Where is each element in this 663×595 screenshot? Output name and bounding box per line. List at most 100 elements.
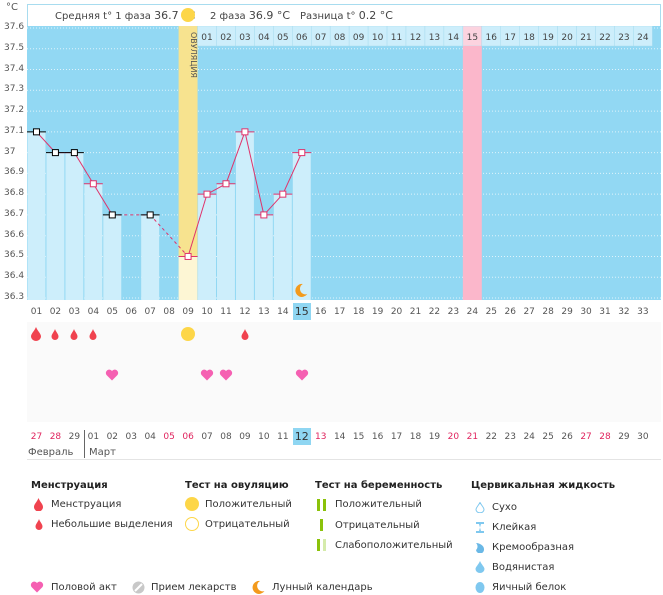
calendar-date[interactable]: 28	[49, 432, 62, 442]
cycle-day-label[interactable]: 07	[144, 307, 156, 317]
cycle-day-label[interactable]: 28	[542, 307, 554, 317]
calendar-date[interactable]: 29	[68, 432, 81, 442]
cycle-day-label[interactable]: 03	[68, 307, 81, 317]
calendar-date[interactable]: 08	[220, 432, 232, 442]
legend-cervical-watery: Водянистая	[492, 562, 555, 573]
legend-cervical-eggwhite: Яичный белок	[492, 582, 567, 593]
moon-phase-icon	[295, 283, 308, 297]
cycle-day-label[interactable]: 12	[239, 307, 251, 317]
calendar-date[interactable]: 12	[292, 428, 311, 445]
temperature-line-segment	[187, 194, 208, 257]
calendar-date[interactable]: 03	[125, 432, 137, 442]
cycle-day-label[interactable]: 26	[504, 307, 516, 317]
calendar-date[interactable]: 05	[163, 432, 175, 442]
calendar-date[interactable]: 01	[87, 432, 100, 442]
cycle-day-label[interactable]: 32	[618, 307, 630, 317]
calendar-date[interactable]: 30	[637, 432, 649, 442]
calendar-date[interactable]: 14	[333, 432, 346, 442]
temperature-point	[51, 149, 59, 157]
temperature-bar	[65, 152, 84, 300]
chart-header: Средняя t° 1 фаза 36.7 °C 2 фаза 36.9 °C…	[27, 4, 661, 26]
calendar-date[interactable]: 22	[485, 432, 498, 442]
cycle-day-label[interactable]: 27	[523, 307, 535, 317]
cycle-day-label[interactable]: 30	[580, 307, 592, 317]
calendar-date[interactable]: 27	[30, 432, 43, 442]
calendar-date[interactable]: 11	[277, 432, 289, 442]
calendar-date[interactable]: 18	[409, 432, 422, 442]
temperature-line-segment	[225, 131, 246, 184]
temperature-line-segment	[282, 152, 303, 195]
calendar-date[interactable]: 17	[390, 432, 403, 442]
cycle-day-label[interactable]: 09	[182, 307, 194, 317]
menstruation-drop-icon	[34, 498, 43, 511]
cycle-day-label[interactable]: 31	[599, 307, 611, 317]
calendar-date[interactable]: 23	[504, 432, 516, 442]
calendar-bottom-border	[27, 459, 661, 460]
cycle-day-label[interactable]: 08	[163, 307, 175, 317]
calendar-date[interactable]: 15	[352, 432, 365, 442]
temperature-line-segment	[73, 152, 94, 185]
cycle-day-label[interactable]: 05	[106, 307, 119, 317]
calendar-date[interactable]: 13	[315, 432, 327, 442]
calendar-date[interactable]: 09	[239, 432, 251, 442]
y-tick-label: 36.4	[4, 271, 25, 282]
moon-icon	[252, 580, 265, 594]
cycle-day-label[interactable]: 25	[485, 307, 498, 317]
calendar-date[interactable]: 20	[447, 432, 460, 442]
temperature-bar	[292, 152, 311, 300]
calendar-date[interactable]: 27	[580, 432, 592, 442]
post-ovulation-day-label: 23	[618, 33, 629, 43]
legend-medication: Прием лекарств	[151, 582, 237, 593]
calendar-date[interactable]: 04	[144, 432, 156, 442]
calendar-date[interactable]: 02	[106, 432, 119, 442]
cycle-day-label[interactable]: 10	[201, 307, 213, 317]
cycle-day-label[interactable]: 24	[466, 307, 479, 317]
ovulation-column	[178, 26, 198, 257]
cycle-day-label[interactable]: 22	[428, 307, 441, 317]
calendar-date[interactable]: 07	[201, 432, 213, 442]
cycle-day-label[interactable]: 21	[409, 307, 422, 317]
y-tick-label: 37.6	[4, 22, 25, 32]
calendar-date[interactable]: 29	[618, 432, 630, 442]
cycle-day-label[interactable]: 14	[277, 307, 289, 317]
cycle-day-label[interactable]: 11	[220, 307, 232, 317]
y-tick-label: 37.4	[4, 63, 25, 74]
calendar-date[interactable]: 06	[182, 432, 194, 442]
temperature-point	[184, 252, 192, 260]
ovulation-sun-icon	[181, 8, 195, 22]
cycle-day-label[interactable]: 06	[125, 307, 137, 317]
post-ovulation-day-label: 03	[239, 33, 250, 43]
cycle-day-label[interactable]: 13	[258, 307, 270, 317]
temperature-bar	[235, 131, 254, 300]
month-next: Март	[89, 447, 116, 458]
calendar-date[interactable]: 19	[428, 432, 441, 442]
legend-cervical-creamy: Кремообразная	[492, 542, 575, 553]
cycle-day-label[interactable]: 19	[371, 307, 384, 317]
intercourse-heart-icon	[30, 581, 44, 593]
cycle-day-label[interactable]: 01	[30, 307, 43, 317]
cycle-day-label[interactable]: 16	[315, 307, 327, 317]
calendar-date[interactable]: 24	[523, 432, 535, 442]
cycle-day-label[interactable]: 33	[637, 307, 649, 317]
cycle-day-label[interactable]: 02	[49, 307, 62, 317]
calendar-date[interactable]: 28	[599, 432, 611, 442]
legend-moon-calendar: Лунный календарь	[272, 582, 373, 593]
cycle-day-label[interactable]: 20	[390, 307, 403, 317]
cycle-day-label[interactable]: 17	[333, 307, 346, 317]
calendar-date[interactable]: 26	[561, 432, 573, 442]
y-tick-label: 36.3	[4, 292, 25, 302]
cycle-day-label[interactable]: 15	[292, 303, 311, 320]
cycle-day-label[interactable]: 29	[561, 307, 573, 317]
cycle-day-label[interactable]: 23	[447, 307, 460, 317]
legend-cervical-sticky: Клейкая	[492, 522, 537, 533]
calendar-date[interactable]: 25	[542, 432, 554, 442]
cycle-day-label[interactable]: 04	[87, 307, 100, 317]
cycle-day-label[interactable]: 18	[352, 307, 365, 317]
calendar-date[interactable]: 10	[258, 432, 270, 442]
temperature-point	[146, 211, 154, 219]
calendar-date[interactable]: 21	[466, 432, 479, 442]
diff-label: Разница t°	[300, 11, 356, 22]
calendar-date[interactable]: 16	[371, 432, 384, 442]
post-ovulation-day-label: 04	[258, 33, 270, 43]
legend-ovulation-negative: Отрицательный	[205, 519, 290, 530]
